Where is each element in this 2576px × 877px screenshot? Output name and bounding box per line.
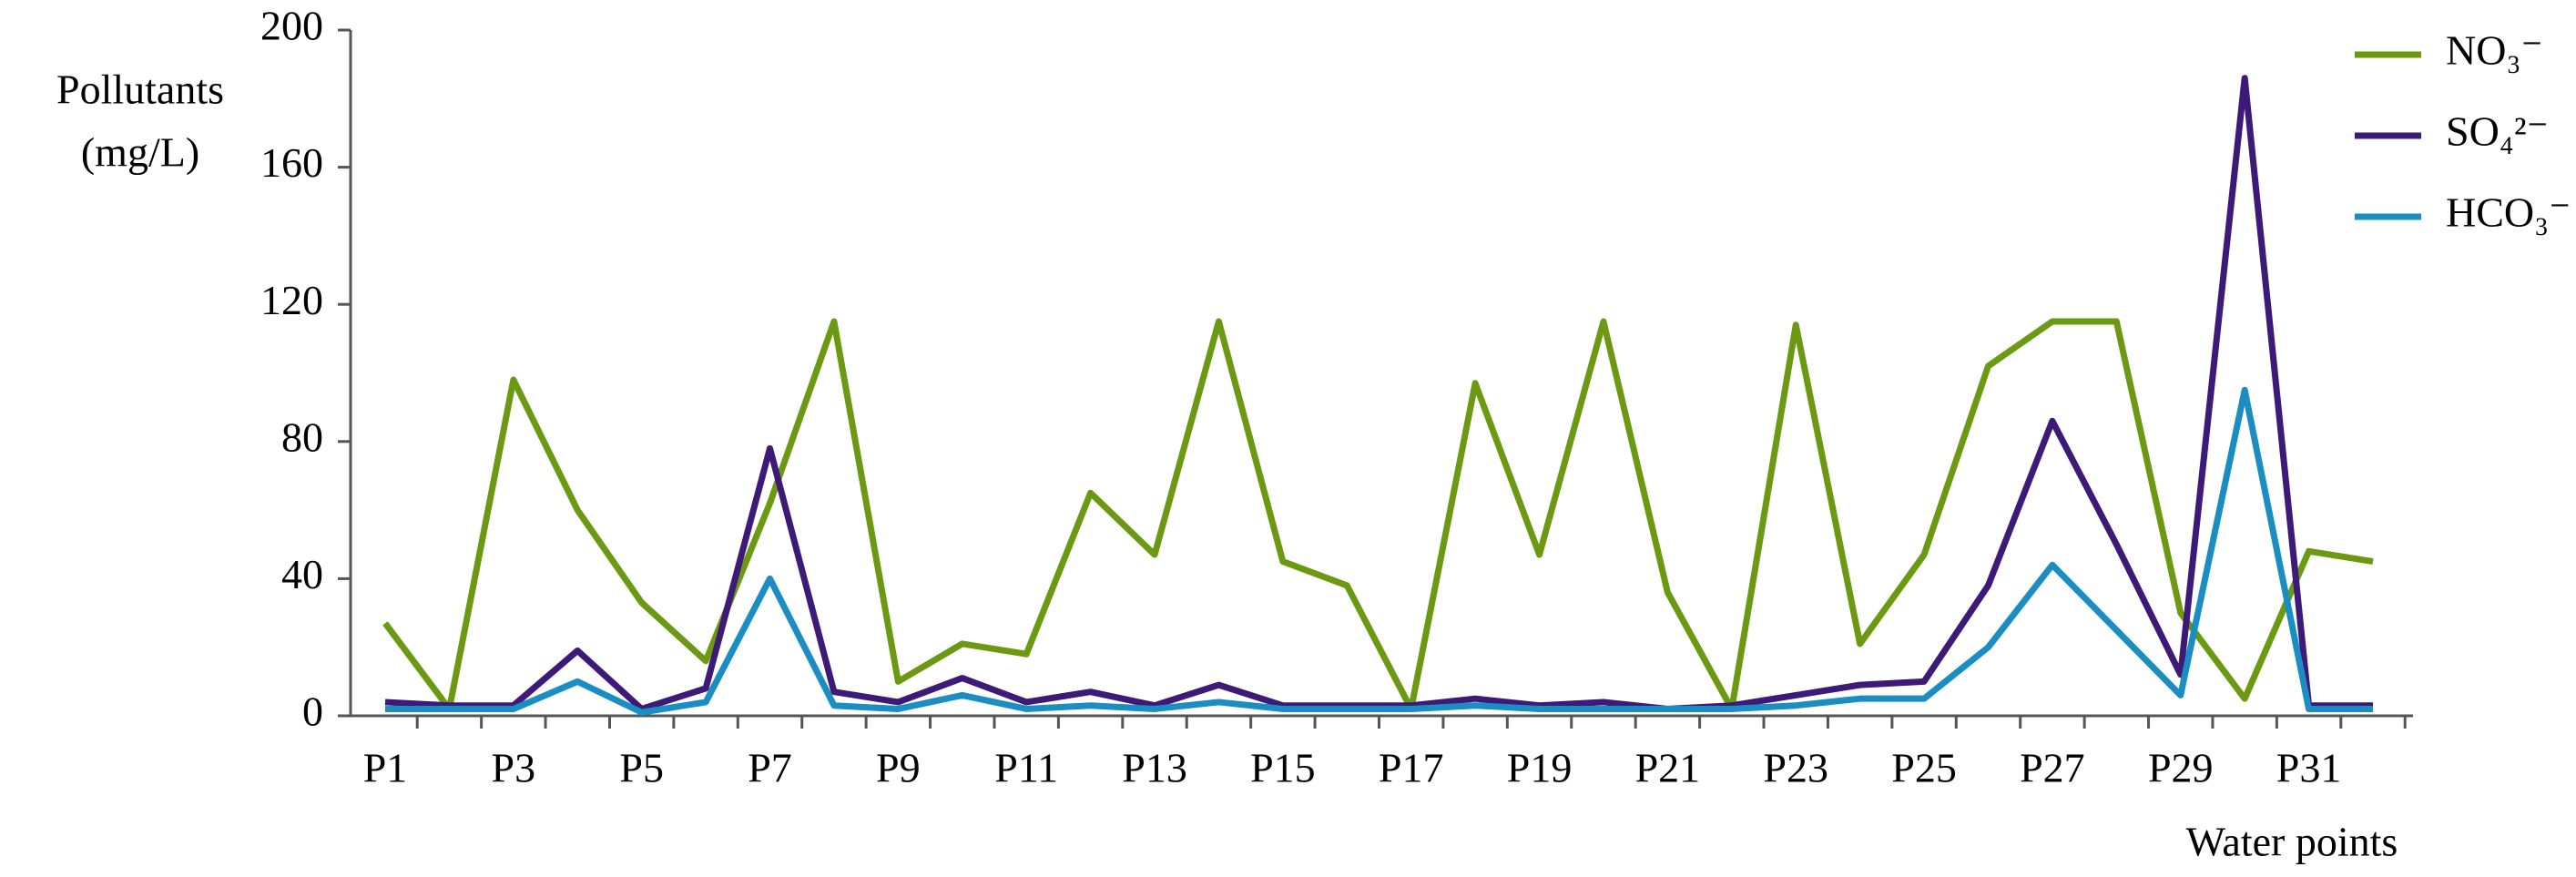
legend-label: NO₃⁻ xyxy=(2446,27,2543,74)
x-tick-label: P1 xyxy=(363,745,408,791)
x-tick-label: P31 xyxy=(2276,745,2342,791)
y-tick-label: 0 xyxy=(302,688,323,735)
y-tick-label: 160 xyxy=(260,139,323,186)
x-tick-label: P21 xyxy=(1635,745,1701,791)
x-tick-label: P7 xyxy=(748,745,792,791)
x-tick-label: P13 xyxy=(1122,745,1187,791)
legend-label: HCO₃⁻ xyxy=(2446,189,2571,236)
y-tick-label: 40 xyxy=(281,551,323,597)
x-tick-label: P3 xyxy=(492,745,536,791)
x-tick-label: P23 xyxy=(1763,745,1828,791)
y-tick-label: 200 xyxy=(260,3,323,49)
x-tick-label: P15 xyxy=(1250,745,1316,791)
x-tick-label: P27 xyxy=(2020,745,2085,791)
x-tick-label: P11 xyxy=(994,745,1058,791)
series-line xyxy=(384,75,2373,712)
y-axis-label: Pollutants xyxy=(56,66,224,113)
x-axis-label: Water points xyxy=(2186,819,2398,865)
x-tick-label: P5 xyxy=(619,745,664,791)
x-tick-label: P25 xyxy=(1891,745,1957,791)
y-tick-label: 120 xyxy=(260,277,323,323)
y-tick-label: 80 xyxy=(281,413,323,460)
y-axis-label: (mg/L) xyxy=(81,129,199,176)
x-tick-label: P29 xyxy=(2148,745,2214,791)
series-line xyxy=(385,386,2373,716)
legend-label: SO₄²⁻ xyxy=(2446,108,2549,155)
x-tick-label: P9 xyxy=(876,745,921,791)
x-tick-label: P17 xyxy=(1379,745,1444,791)
x-tick-label: P19 xyxy=(1507,745,1573,791)
series-line xyxy=(382,318,2374,712)
